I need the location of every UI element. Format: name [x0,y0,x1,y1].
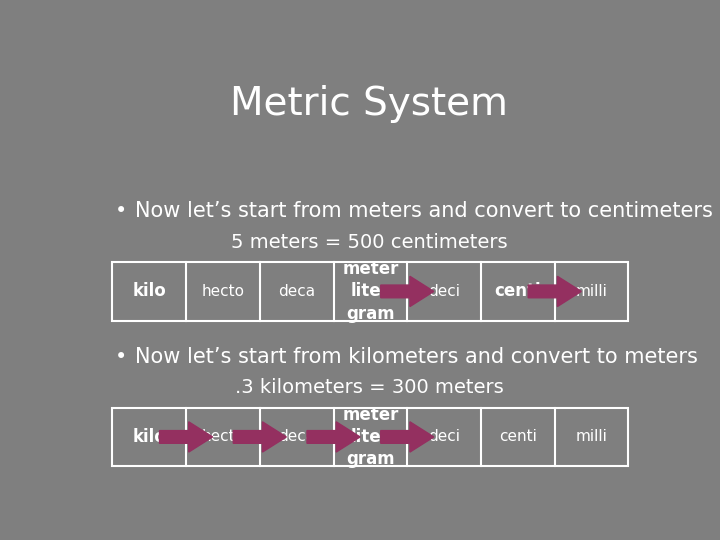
Text: meter
liter
gram: meter liter gram [342,260,399,322]
Polygon shape [528,276,581,307]
FancyBboxPatch shape [112,262,629,321]
Text: centi: centi [499,429,537,444]
Polygon shape [381,276,434,307]
Text: milli: milli [576,284,608,299]
Text: deca: deca [278,429,315,444]
Text: hecto: hecto [202,284,244,299]
Polygon shape [160,422,212,452]
Text: .3 kilometers = 300 meters: .3 kilometers = 300 meters [235,379,503,397]
Polygon shape [307,422,360,452]
FancyBboxPatch shape [112,408,629,466]
Text: Now let’s start from meters and convert to centimeters: Now let’s start from meters and convert … [135,201,713,221]
Text: deci: deci [428,429,460,444]
Text: kilo: kilo [132,428,166,446]
Text: 5 meters = 500 centimeters: 5 meters = 500 centimeters [230,233,508,252]
Text: milli: milli [576,429,608,444]
Polygon shape [233,422,287,452]
Text: deci: deci [428,284,460,299]
Text: centi: centi [495,282,541,300]
Text: Metric System: Metric System [230,85,508,123]
Text: •: • [114,201,127,221]
Text: deca: deca [278,284,315,299]
Text: •: • [114,347,127,367]
Text: Now let’s start from kilometers and convert to meters: Now let’s start from kilometers and conv… [135,347,698,367]
Text: hecto: hecto [202,429,244,444]
Text: kilo: kilo [132,282,166,300]
Polygon shape [381,422,434,452]
Text: meter
liter
gram: meter liter gram [342,406,399,468]
